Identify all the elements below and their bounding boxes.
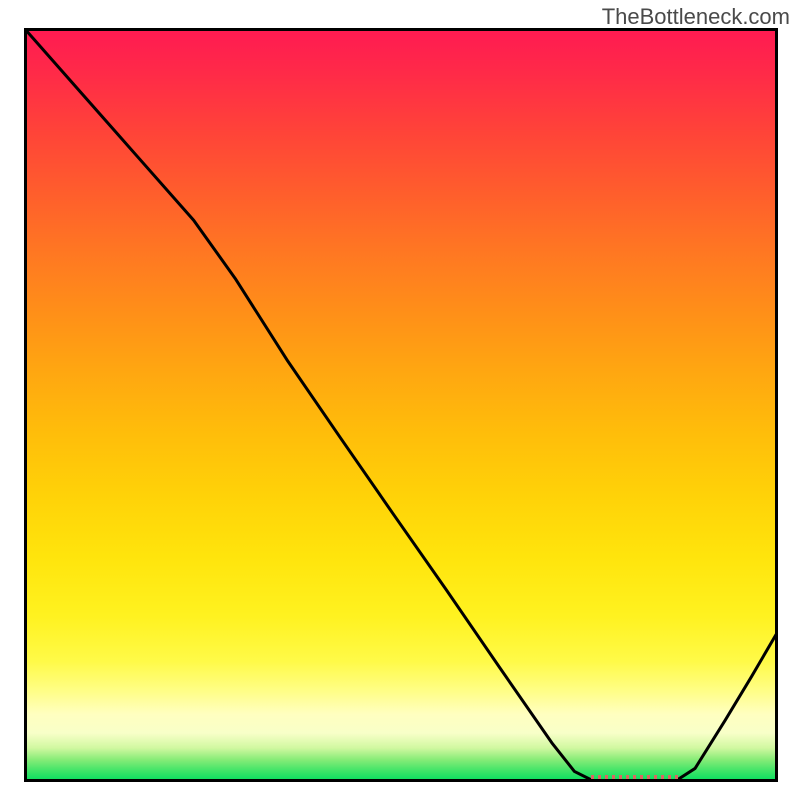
watermark-text: TheBottleneck.com xyxy=(602,4,790,30)
bottleneck-chart xyxy=(24,28,778,782)
chart-svg xyxy=(24,28,778,782)
chart-background xyxy=(24,28,778,782)
